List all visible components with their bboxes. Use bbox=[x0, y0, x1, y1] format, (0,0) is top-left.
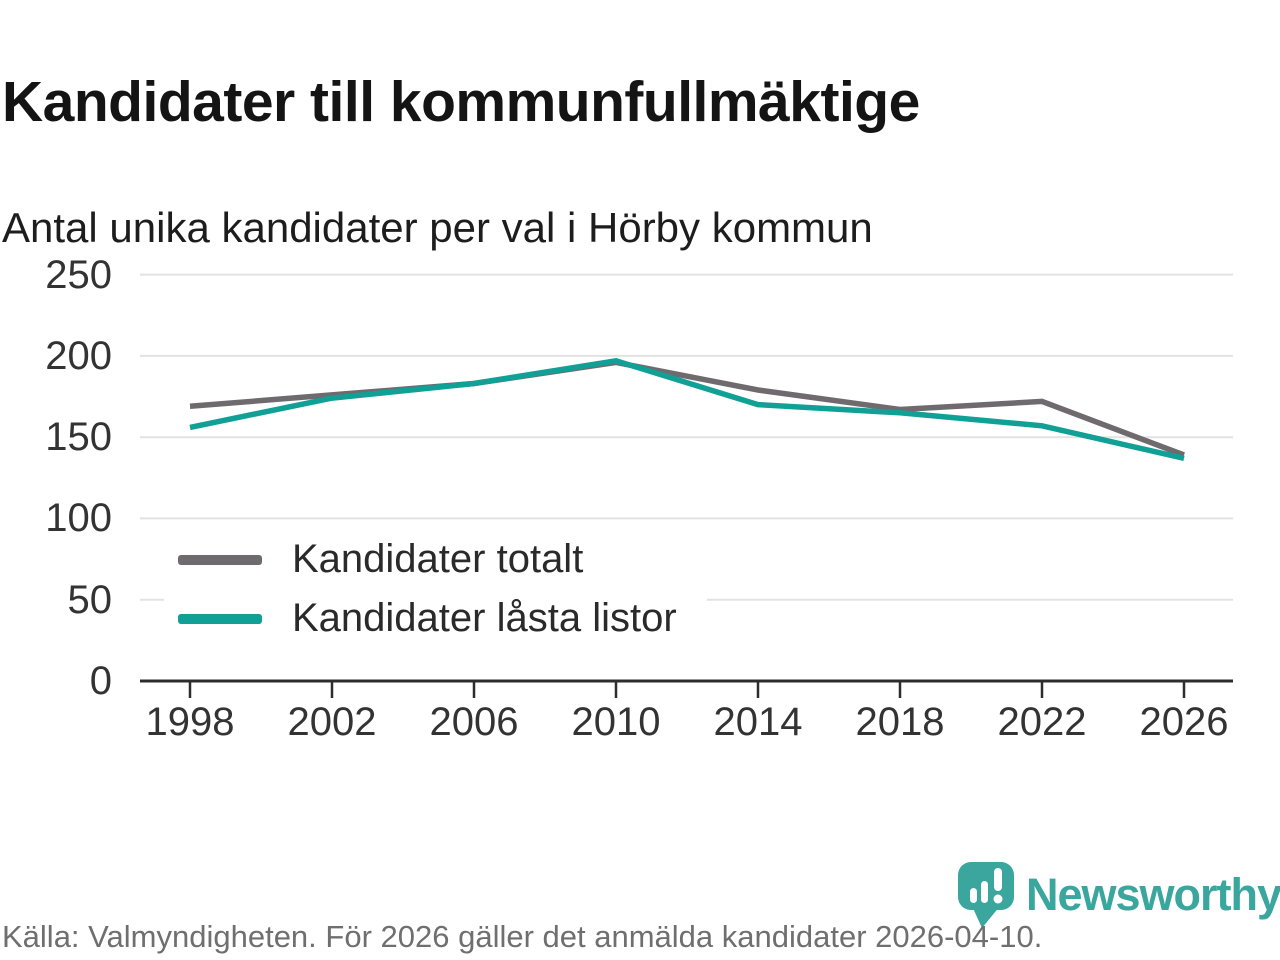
y-tick-label: 250 bbox=[45, 253, 112, 297]
x-tick-label: 2018 bbox=[855, 700, 945, 744]
chart-legend: Kandidater totalt Kandidater låsta listo… bbox=[164, 524, 707, 656]
y-tick-label: 150 bbox=[45, 415, 112, 459]
legend-item-locked: Kandidater låsta listor bbox=[178, 589, 677, 648]
newsworthy-wordmark: Newsworthy bbox=[1026, 869, 1280, 920]
x-tick-label: 2022 bbox=[997, 700, 1087, 744]
x-tick-label: 2014 bbox=[713, 700, 803, 744]
x-tick-label: 1998 bbox=[145, 700, 235, 744]
chart-pin-icon bbox=[958, 862, 1014, 928]
y-tick-label: 200 bbox=[45, 334, 112, 378]
y-tick-label: 0 bbox=[89, 659, 112, 703]
chart-subtitle: Antal unika kandidater per val i Hörby k… bbox=[2, 203, 873, 251]
y-tick-label: 100 bbox=[45, 496, 112, 540]
y-tick-label: 50 bbox=[67, 578, 113, 622]
legend-item-total: Kandidater totalt bbox=[178, 530, 677, 589]
x-tick-label: 2006 bbox=[429, 700, 519, 744]
x-tick-label: 2010 bbox=[571, 700, 661, 744]
legend-swatch-locked bbox=[178, 613, 262, 624]
legend-label-total: Kandidater totalt bbox=[292, 537, 584, 581]
legend-label-locked: Kandidater låsta listor bbox=[292, 596, 677, 640]
x-tick-label: 2002 bbox=[287, 700, 377, 744]
x-tick-label: 2026 bbox=[1139, 700, 1229, 744]
page-title: Kandidater till kommunfullmäktige bbox=[2, 70, 920, 135]
source-note: Källa: Valmyndigheten. För 2026 gäller d… bbox=[2, 919, 1043, 954]
legend-swatch-total bbox=[178, 554, 262, 565]
